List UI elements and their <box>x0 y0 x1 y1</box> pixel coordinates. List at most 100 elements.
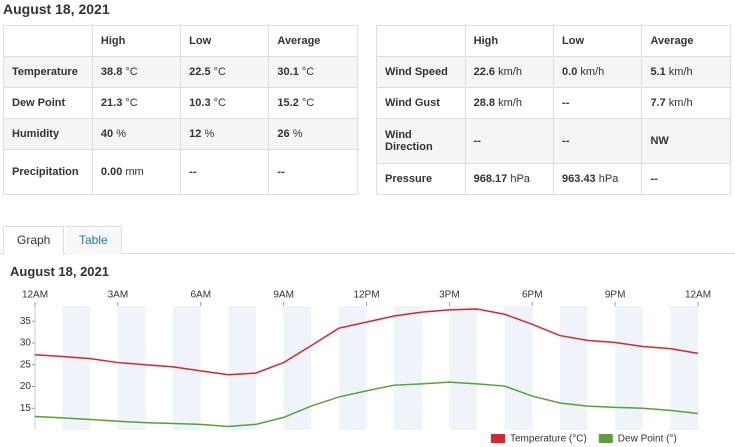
cell-value: 22.6 <box>473 66 496 78</box>
page-title: August 18, 2021 <box>3 1 110 17</box>
hour-band <box>283 306 312 430</box>
x-tick-label: 9AM <box>273 290 294 301</box>
cell-unit: km/h <box>498 97 522 109</box>
cell-value: 30.1 <box>277 66 299 78</box>
row: Precipitation 0.00 mm -- -- <box>3 149 358 195</box>
hour-band <box>559 306 588 430</box>
cell-value: 21.3 <box>100 97 123 109</box>
cell-unit: hPa <box>598 173 619 185</box>
cell: 40 % <box>91 118 182 150</box>
tab-bar: Graph Table <box>0 226 735 255</box>
y-tick-label: 25 <box>20 359 32 370</box>
legend-swatch <box>598 434 613 443</box>
cell: NW <box>641 118 731 164</box>
cell-value: 5.1 <box>650 66 666 78</box>
legend-label: Temperature (°C) <box>510 434 587 445</box>
cell-value: 38.8 <box>100 66 123 78</box>
series-line <box>34 381 699 428</box>
left-table: High Low Average Temperature 38.8 °C 22.5 °C 3… <box>3 25 358 195</box>
x-tick-label: 6PM <box>522 290 543 301</box>
row-label: Temperature <box>3 56 93 88</box>
cell: 22.5 °C <box>180 56 270 88</box>
cell: 0.00 mm <box>91 149 182 195</box>
cell-value: NW <box>650 135 669 147</box>
header-cell: High <box>464 25 555 57</box>
cell-value: 0.0 <box>562 66 578 78</box>
cell-unit: km/h <box>668 97 693 109</box>
cell-value: -- <box>562 97 570 109</box>
hour-band <box>670 306 698 430</box>
cell-unit: °C <box>213 97 226 109</box>
row-label: Precipitation <box>3 149 93 195</box>
cell-unit: °C <box>301 97 315 109</box>
cell-unit: km/h <box>668 66 693 78</box>
header-row: High Low Average <box>376 25 731 57</box>
row-label: Humidity <box>3 118 93 150</box>
cell-unit: °C <box>125 97 138 109</box>
cell-unit: °C <box>125 66 138 78</box>
cell: 28.8 km/h <box>464 87 555 119</box>
cell: 21.3 °C <box>91 87 182 119</box>
right-table: High Low Average Wind Speed 22.6 km/h 0.0 km/… <box>376 25 731 195</box>
cell: -- <box>641 163 731 195</box>
graph-tab[interactable]: Graph <box>3 226 65 255</box>
cell: 12 % <box>180 118 270 150</box>
y-tick-label: 35 <box>20 316 32 327</box>
cell-value: -- <box>473 135 481 147</box>
header-cell: Average <box>268 25 358 57</box>
hour-band <box>615 306 643 430</box>
x-tick-label: 9PM <box>605 290 626 301</box>
cell-unit: km/h <box>580 66 605 78</box>
cell-unit: mm <box>125 166 144 178</box>
row-label: Wind Direction <box>376 118 466 164</box>
legend-label: Dew Point (°) <box>618 434 677 445</box>
header-cell: Average <box>641 25 731 57</box>
cell: 7.7 km/h <box>641 87 731 119</box>
cell-value: 26 <box>277 128 290 140</box>
x-tick-label: 3PM <box>439 290 460 301</box>
row-label: Wind Speed <box>376 56 466 88</box>
y-tick-label: 30 <box>20 338 32 349</box>
cell-value: -- <box>650 173 658 185</box>
row: Pressure 968.17 hPa 963.43 hPa -- <box>376 163 731 195</box>
legend-swatch <box>491 434 505 443</box>
x-tick-label: 12PM <box>353 290 379 301</box>
x-tick-label: 3AM <box>108 290 129 301</box>
row: Wind Gust 28.8 km/h -- 7.7 km/h <box>376 87 731 119</box>
x-tick-label: 6AM <box>190 290 211 301</box>
chart-title: August 18, 2021 <box>10 264 109 279</box>
row: Temperature 38.8 °C 22.5 °C 30.1 °C <box>3 56 358 88</box>
cell: 26 % <box>268 118 358 150</box>
header-cell: Low <box>180 25 270 57</box>
cell-value: 22.5 <box>189 66 211 78</box>
hour-band <box>62 306 91 430</box>
row-label: Pressure <box>376 163 466 195</box>
cell: 963.43 hPa <box>553 163 643 195</box>
header-cell: Low <box>553 25 643 57</box>
y-tick-label: 15 <box>20 403 32 414</box>
table-tab[interactable]: Table <box>66 226 122 254</box>
cell-unit: °C <box>301 66 315 78</box>
cell: -- <box>553 87 643 119</box>
cell: 15.2 °C <box>268 87 358 119</box>
row-label: Dew Point <box>3 87 93 119</box>
cell-unit: % <box>116 128 126 140</box>
cell-value: 7.7 <box>650 97 666 109</box>
cell: -- <box>464 118 555 164</box>
y-tick-label: 20 <box>20 381 32 392</box>
chart: 12AM 3AM 6AM 9AM 12PM 3PM 6PM 9PM 12AM 15 20 25 30 35… <box>20 290 711 445</box>
row: Humidity 40 % 12 % 26 % <box>3 118 358 150</box>
cell-value: 0.00 <box>100 166 123 178</box>
cell-value: 968.17 <box>473 173 508 185</box>
cell-value: 12 <box>189 128 202 140</box>
cell-value: 10.3 <box>189 97 211 109</box>
cell-value: 15.2 <box>277 97 299 109</box>
cell: 5.1 km/h <box>641 56 731 88</box>
cell: -- <box>180 149 270 195</box>
header-cell <box>376 25 466 57</box>
cell: -- <box>553 118 643 164</box>
cell-value: 28.8 <box>473 97 496 109</box>
hour-band <box>117 306 146 430</box>
cell: 30.1 °C <box>268 56 358 88</box>
cell-value: 40 <box>100 128 114 140</box>
